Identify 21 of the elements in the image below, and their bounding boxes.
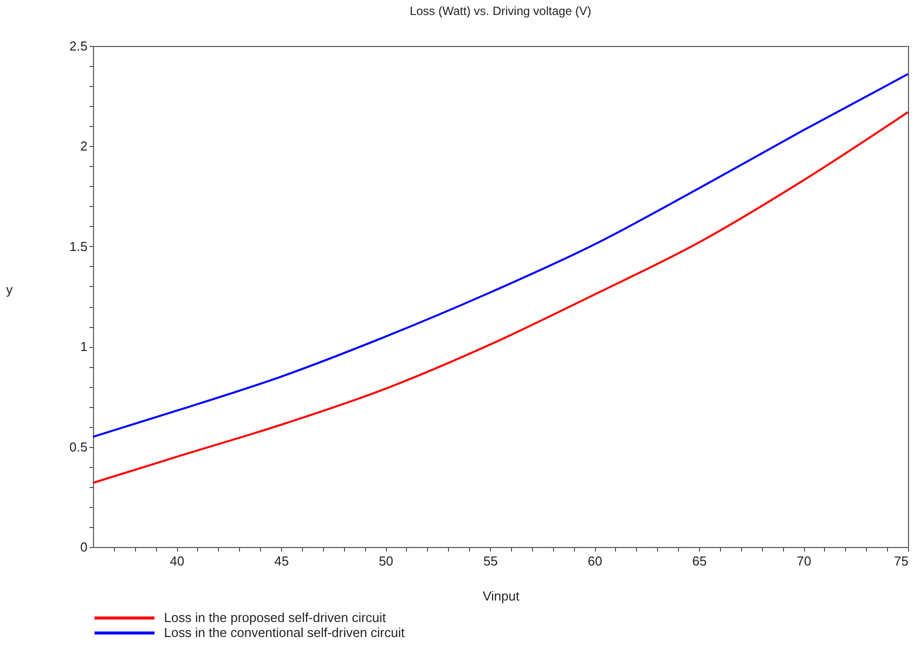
- x-tick-label: 55: [483, 554, 498, 568]
- x-tick-label: 60: [588, 554, 602, 568]
- line-series: [92, 111, 909, 484]
- y-tick-label: 2: [80, 138, 88, 154]
- legend-label: Loss in the conventional self-driven circuit: [164, 625, 406, 640]
- y-tick-label: 0.5: [69, 439, 88, 454]
- x-tick-label: 70: [796, 554, 812, 568]
- x-tick-label: 75: [894, 554, 908, 568]
- x-tick-label: 50: [378, 554, 394, 568]
- x-tick-label: 65: [692, 554, 707, 568]
- y-tick-label: 1.5: [69, 238, 88, 254]
- chart-title: Loss (Watt) vs. Driving voltage (V): [410, 4, 592, 18]
- line-series: [92, 73, 909, 438]
- y-tick-label: 2.5: [69, 38, 88, 54]
- legend-label: Loss in the proposed self-driven circuit: [164, 610, 386, 625]
- y-axis-title: y: [6, 282, 14, 297]
- y-tick-label: 0: [80, 540, 88, 554]
- x-tick-label: 40: [170, 554, 184, 568]
- x-tick-label: 45: [274, 554, 289, 568]
- x-axis-title: Vinput: [482, 588, 520, 604]
- y-tick-label: 1: [80, 339, 88, 354]
